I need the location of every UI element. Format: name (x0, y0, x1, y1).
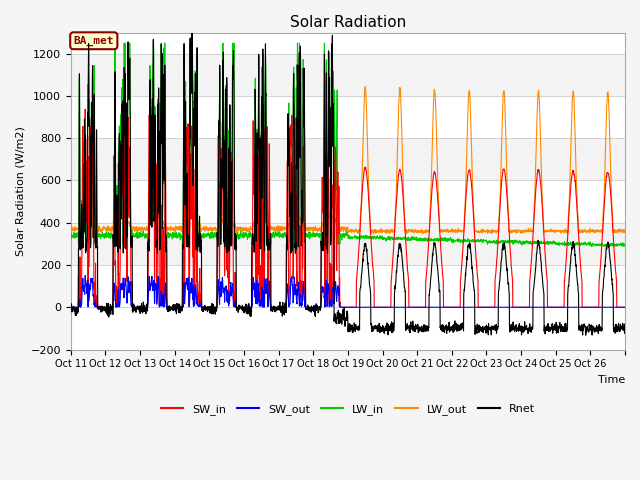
Y-axis label: Solar Radiation (W/m2): Solar Radiation (W/m2) (15, 126, 25, 256)
Title: Solar Radiation: Solar Radiation (290, 15, 406, 30)
Bar (71, 54, 625, 96)
X-axis label: Time: Time (598, 375, 625, 385)
Legend: SW_in, SW_out, LW_in, LW_out, Rnet: SW_in, SW_out, LW_in, LW_out, Rnet (156, 399, 540, 419)
Bar (71, 223, 625, 265)
Text: BA_met: BA_met (74, 36, 114, 46)
Bar (71, 138, 625, 180)
